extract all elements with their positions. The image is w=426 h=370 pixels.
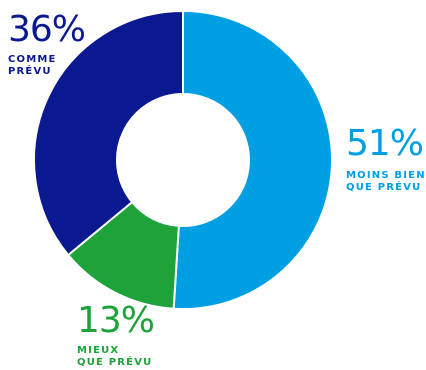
slice-percent-moins-bien: 51% <box>346 123 424 164</box>
slice-label-line: MOINS BIEN <box>346 170 426 181</box>
slice-percent-mieux: 13% <box>77 300 155 341</box>
slice-comme-prevu <box>33 9 184 257</box>
slice-label-line: MIEUX <box>77 345 120 356</box>
slice-label-comme: COMME PRÉVU <box>8 54 57 78</box>
slice-label-line: COMME <box>8 54 57 65</box>
slice-label-mieux: MIEUX QUE PRÉVU <box>77 345 152 369</box>
slice-label-line: PRÉVU <box>8 66 52 77</box>
slice-label-line: QUE PRÉVU <box>346 182 422 193</box>
slice-moins-bien-que-prevu <box>172 9 333 310</box>
slice-label-moins-bien: MOINS BIEN QUE PRÉVU <box>346 170 426 194</box>
slice-percent-comme: 36% <box>8 9 86 50</box>
slice-label-line: QUE PRÉVU <box>77 357 153 368</box>
